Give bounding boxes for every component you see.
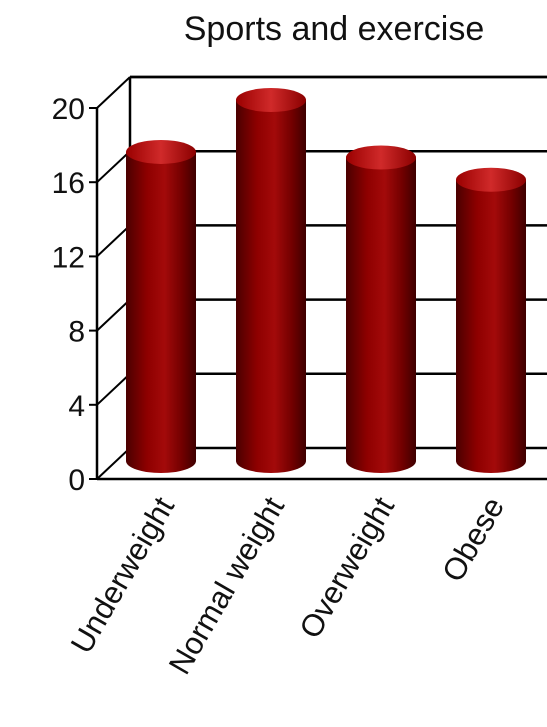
gridline-diagonal <box>96 76 131 109</box>
y-tick-label: 4 <box>68 390 85 423</box>
bar-top <box>456 167 526 192</box>
bar <box>126 139 196 473</box>
bar-body <box>456 179 526 473</box>
gridline-diagonal <box>96 373 131 406</box>
x-tick-label: Underweight <box>64 491 182 660</box>
x-tick-label: Overweight <box>292 491 401 645</box>
gridline-diagonal <box>96 298 131 332</box>
x-tick-label: Obese <box>435 491 511 588</box>
x-tick-label: Normal weight <box>162 491 292 680</box>
y-axis-ticks: 0 4 8 12 16 20 <box>52 93 97 497</box>
y-tick-label: 12 <box>52 241 85 274</box>
chart-title: Sports and exercise <box>184 10 485 48</box>
bar <box>456 167 526 473</box>
gridline-diagonal <box>96 150 131 183</box>
gridline-diagonal <box>96 224 131 258</box>
y-tick-label: 16 <box>52 167 85 200</box>
y-tick-label: 0 <box>68 464 85 497</box>
bar-top <box>346 145 416 170</box>
bar-top <box>236 88 306 112</box>
bar <box>236 88 306 473</box>
bar-body <box>346 157 416 473</box>
bar <box>346 145 416 473</box>
y-tick-label: 8 <box>68 316 85 349</box>
bar-body <box>126 151 196 473</box>
gridline-diagonal <box>96 447 131 480</box>
bars <box>126 88 526 473</box>
bar-body <box>236 100 306 473</box>
bar-top <box>126 139 196 164</box>
y-tick-label: 20 <box>52 93 85 126</box>
